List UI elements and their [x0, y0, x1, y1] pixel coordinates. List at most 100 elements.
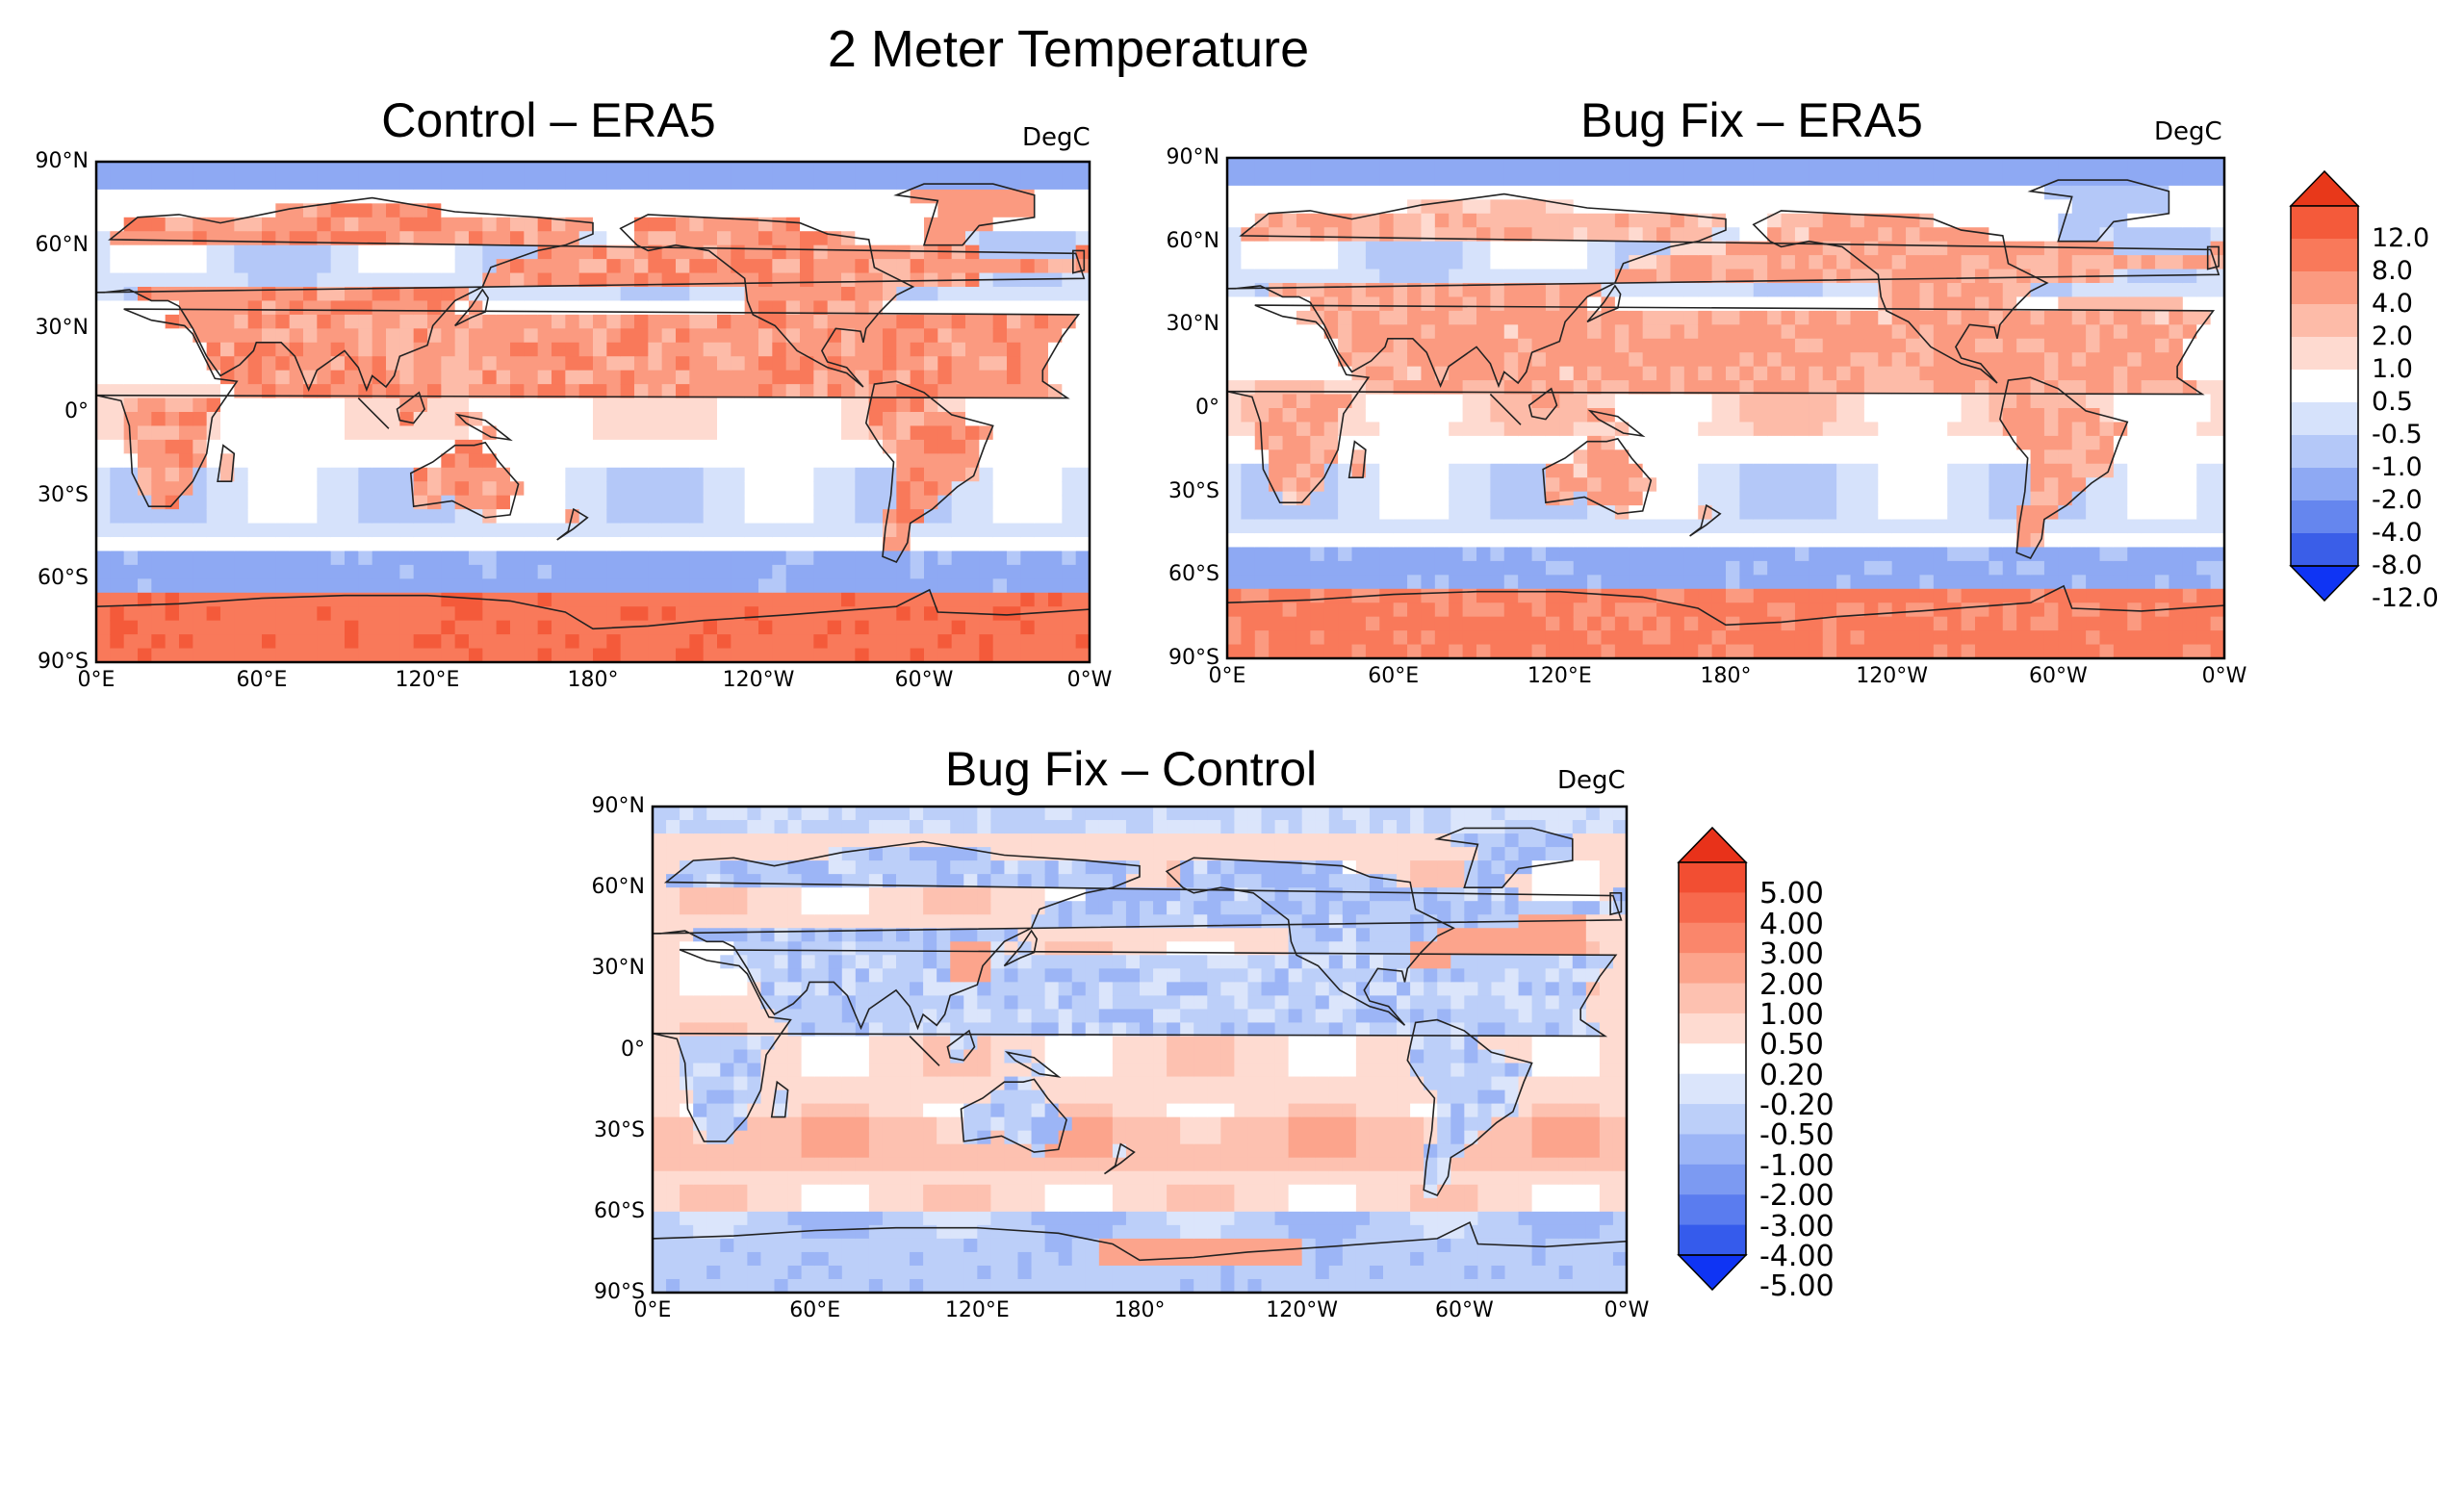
colorbar-label: -4.00	[1759, 1240, 1835, 1273]
colorbar-label: 12.0	[2372, 223, 2429, 253]
colorbar-top	[2291, 171, 2358, 601]
colorbar-segment	[2291, 468, 2358, 501]
colorbar-label: 2.0	[2372, 321, 2413, 351]
units-label: DegC	[2154, 117, 2222, 146]
lon-tick-label: 180°	[550, 668, 636, 692]
temperature-field	[653, 807, 1628, 1294]
lon-tick-label: 60°E	[218, 668, 305, 692]
colorbar-segment	[2291, 239, 2358, 272]
lat-tick-label: 60°S	[568, 1199, 645, 1223]
panel-title-bugfix-control: Bug Fix – Control	[775, 741, 1487, 797]
lat-tick-label: 30°S	[1142, 479, 1219, 503]
colorbar-label: -0.20	[1759, 1089, 1835, 1122]
lon-tick-label: 180°	[1096, 1298, 1183, 1322]
map-bugfix-era5	[1227, 158, 2224, 658]
colorbar-label: -0.5	[2372, 420, 2423, 449]
lon-tick-label: 0°E	[1184, 664, 1270, 688]
colorbar-label: -5.00	[1759, 1269, 1835, 1303]
lon-tick-label: 120°E	[1516, 664, 1603, 688]
lon-tick-label: 60°E	[1350, 664, 1437, 688]
lon-tick-label: 120°W	[715, 668, 802, 692]
map-control-era5	[96, 162, 1090, 662]
temperature-field	[1227, 158, 2225, 659]
colorbar-segment	[2291, 304, 2358, 338]
lat-tick-label: 60°S	[1142, 562, 1219, 586]
colorbar-label: 2.00	[1759, 968, 1824, 1002]
lat-tick-label: 90°N	[12, 149, 89, 173]
lat-tick-label: 60°N	[1142, 229, 1219, 253]
lat-tick-label: 60°N	[12, 233, 89, 257]
colorbar-segment	[2291, 435, 2358, 469]
lat-tick-label: 30°N	[568, 956, 645, 980]
colorbar-segment	[2291, 206, 2358, 240]
lon-tick-label: 120°E	[934, 1298, 1020, 1322]
lat-tick-label: 0°	[1142, 396, 1219, 420]
colorbar-segment	[1679, 984, 1746, 1014]
lat-tick-label: 0°	[12, 399, 89, 423]
colorbar-label: 4.0	[2372, 289, 2413, 319]
colorbar-segment	[2291, 533, 2358, 567]
lon-tick-label: 0°E	[609, 1298, 696, 1322]
lon-tick-label: 0°W	[2181, 664, 2268, 688]
colorbar-segment	[1679, 892, 1746, 923]
colorbar-extend-min	[2291, 566, 2358, 601]
panel-title-bugfix-era5: Bug Fix – ERA5	[1396, 92, 2108, 148]
colorbar-segment	[1679, 1104, 1746, 1135]
colorbar-label: 4.00	[1759, 908, 1824, 941]
colorbar-segment	[2291, 370, 2358, 403]
colorbar-segment	[1679, 953, 1746, 984]
colorbar-segment	[1679, 923, 1746, 954]
lon-tick-label: 120°W	[1849, 664, 1936, 688]
colorbar-label: -0.50	[1759, 1118, 1835, 1152]
lon-tick-label: 60°W	[1421, 1298, 1507, 1322]
colorbar-label: -1.0	[2372, 452, 2423, 482]
colorbar-segment	[2291, 500, 2358, 534]
map-bugfix-control	[653, 807, 1627, 1293]
colorbar-label: -8.0	[2372, 551, 2423, 580]
colorbar-label: -2.00	[1759, 1179, 1835, 1213]
lat-tick-label: 90°N	[1142, 145, 1219, 169]
lon-tick-label: 180°	[1682, 664, 1769, 688]
lon-tick-label: 120°W	[1259, 1298, 1346, 1322]
colorbar-segment	[1679, 1043, 1746, 1074]
colorbar-segment	[2291, 402, 2358, 436]
lon-tick-label: 0°W	[1046, 668, 1133, 692]
colorbar-segment	[1679, 1225, 1746, 1256]
units-label: DegC	[1557, 766, 1626, 795]
lat-tick-label: 0°	[568, 1038, 645, 1062]
lat-tick-label: 60°N	[568, 875, 645, 899]
colorbar-label: 0.5	[2372, 387, 2413, 417]
colorbar-label: 0.20	[1759, 1059, 1824, 1092]
colorbar-label: 0.50	[1759, 1028, 1824, 1062]
colorbar-label: 1.00	[1759, 998, 1824, 1032]
colorbar-segment	[2291, 271, 2358, 305]
colorbar-bottom	[1679, 828, 1746, 1290]
lon-tick-label: 0°E	[53, 668, 140, 692]
colorbar-label: -2.0	[2372, 485, 2423, 515]
lon-tick-label: 60°W	[2015, 664, 2101, 688]
lat-tick-label: 30°N	[12, 316, 89, 340]
colorbar-label: 5.00	[1759, 877, 1824, 910]
lat-tick-label: 30°N	[1142, 312, 1219, 336]
colorbar-segment	[1679, 1134, 1746, 1165]
figure-title: 2 Meter Temperature	[0, 19, 2137, 79]
lat-tick-label: 30°S	[12, 483, 89, 507]
colorbar-extend-min	[1679, 1255, 1746, 1290]
colorbar-segment	[1679, 1194, 1746, 1225]
colorbar-label: 8.0	[2372, 256, 2413, 286]
lat-tick-label: 90°N	[568, 794, 645, 818]
colorbar-segment	[1679, 862, 1746, 893]
colorbar-segment	[1679, 1165, 1746, 1195]
colorbar-label: -1.00	[1759, 1149, 1835, 1183]
colorbar-label: -3.00	[1759, 1210, 1835, 1243]
temperature-field	[96, 162, 1091, 663]
lon-tick-label: 60°W	[881, 668, 967, 692]
lon-tick-label: 120°E	[384, 668, 471, 692]
lat-tick-label: 30°S	[568, 1118, 645, 1142]
colorbar-segment	[1679, 1013, 1746, 1044]
colorbar-segment	[2291, 337, 2358, 371]
colorbar-label: -4.0	[2372, 518, 2423, 548]
colorbar-label: -12.0	[2372, 583, 2439, 613]
panel-title-control-era5: Control – ERA5	[192, 92, 905, 148]
colorbar-extend-max	[2291, 171, 2358, 206]
